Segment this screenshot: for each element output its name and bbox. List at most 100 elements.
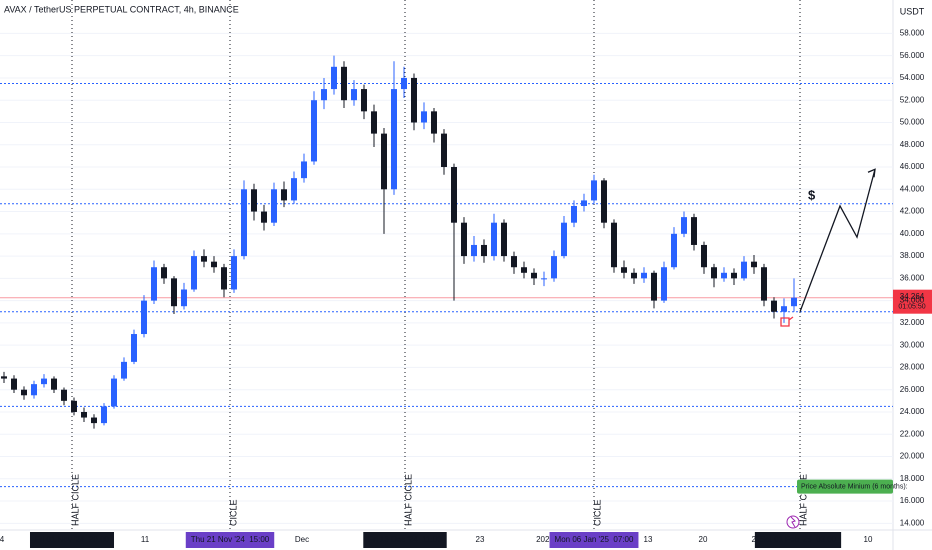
candle-body — [361, 89, 367, 112]
candle-body — [631, 272, 637, 279]
candle-body — [491, 222, 497, 257]
candle-body — [281, 189, 287, 201]
candle-body — [191, 256, 197, 290]
candle-body — [111, 378, 117, 407]
candle-body — [541, 278, 547, 280]
candle-body — [271, 189, 277, 223]
candle-body — [251, 189, 257, 212]
candle-body — [481, 244, 487, 257]
y-tick-label: 18.000 — [900, 474, 925, 483]
candle-body — [451, 167, 457, 223]
y-tick-label: 24.000 — [900, 407, 925, 416]
chart-title: AVAX / TetherUS PERPETUAL CONTRACT, 4h, … — [4, 4, 239, 14]
candle-body — [501, 222, 507, 257]
hand-icon — [780, 316, 794, 327]
candle-body — [331, 66, 337, 90]
candle-body — [351, 89, 357, 101]
time-label-box — [185, 532, 275, 548]
candles — [1, 55, 797, 429]
candle-body — [121, 361, 127, 379]
candle-body — [471, 244, 477, 257]
candle-body — [691, 217, 697, 245]
candle-body — [401, 77, 407, 90]
time-label-box — [29, 532, 115, 548]
y-tick-label: 20.000 — [900, 452, 925, 461]
candle-body — [581, 200, 587, 206]
candle-body — [551, 256, 557, 279]
event-icon[interactable] — [786, 515, 800, 529]
candle-body — [621, 267, 627, 273]
candle-body — [311, 100, 317, 162]
candle-body — [671, 233, 677, 268]
y-tick-label: 36.000 — [900, 273, 925, 282]
candle-body — [681, 217, 687, 234]
candle-body — [741, 261, 747, 279]
y-tick-label: 58.000 — [900, 29, 925, 38]
y-tick-label: 32.000 — [900, 318, 925, 327]
candle-body — [641, 272, 647, 279]
time-label-box — [363, 532, 447, 548]
candle-body — [1, 376, 7, 379]
candle-body — [201, 256, 207, 262]
candle-body — [171, 278, 177, 307]
candle-body — [221, 267, 227, 290]
y-tick-label: 16.000 — [900, 496, 925, 505]
time-label: Thu 21 Nov '24 15:00 — [191, 535, 270, 544]
y-tick-label: 34.000 — [900, 296, 925, 305]
candle-body — [791, 297, 797, 307]
countdown: 01:05:50 — [898, 304, 925, 311]
minimum-label-box — [797, 479, 893, 494]
candle-body — [321, 89, 327, 101]
candle-body — [41, 378, 47, 385]
y-tick-label: 30.000 — [900, 340, 925, 349]
candle-body — [411, 77, 417, 123]
candle-body — [651, 272, 657, 301]
candle-body — [561, 222, 567, 257]
candle-body — [31, 384, 37, 396]
cycle-label: HALF CICLE — [798, 474, 808, 526]
candle-body — [291, 178, 297, 201]
candle-body — [21, 389, 27, 396]
candle-body — [511, 256, 517, 268]
cycle-label: HALF CICLE — [403, 474, 413, 526]
candle-body — [661, 267, 667, 301]
projection — [799, 169, 876, 312]
y-tick-label: 44.000 — [900, 184, 925, 193]
candle-body — [601, 180, 607, 223]
candle-body — [521, 267, 527, 273]
y-tick-label: 22.000 — [900, 429, 925, 438]
candle-body — [461, 222, 467, 257]
y-tick-label: 52.000 — [900, 95, 925, 104]
candle-body — [181, 289, 187, 307]
candle-body — [341, 66, 347, 101]
time-label: Fri 13 Dec '24 11:00 — [368, 535, 442, 544]
candle-body — [571, 205, 577, 223]
candle-body — [231, 256, 237, 290]
time-label: 13 — [644, 535, 653, 544]
candle-body — [371, 111, 377, 134]
time-label: 4 — [0, 535, 5, 544]
y-tick-label: 14.000 — [900, 518, 925, 527]
candle-body — [611, 222, 617, 268]
time-label: 10 — [864, 535, 873, 544]
candle-body — [391, 89, 397, 190]
candle-body — [591, 180, 597, 201]
candle-body — [711, 267, 717, 279]
dollar-note: $ — [808, 187, 816, 202]
cycle-label: CICLE — [592, 499, 602, 526]
candle-body — [701, 244, 707, 268]
time-label: 23 — [476, 535, 485, 544]
candle-body — [721, 272, 727, 279]
y-tick-label: 28.000 — [900, 363, 925, 372]
minimum-label: Price Absolute Minium (6 months): — [801, 483, 908, 490]
candle-body — [71, 400, 77, 412]
candle-body — [91, 417, 97, 424]
time-label: 11 — [141, 535, 150, 544]
candle-body — [761, 267, 767, 301]
y-tick-label: 56.000 — [900, 51, 925, 60]
y-tick-label: 54.000 — [900, 73, 925, 82]
candle-body — [301, 161, 307, 179]
